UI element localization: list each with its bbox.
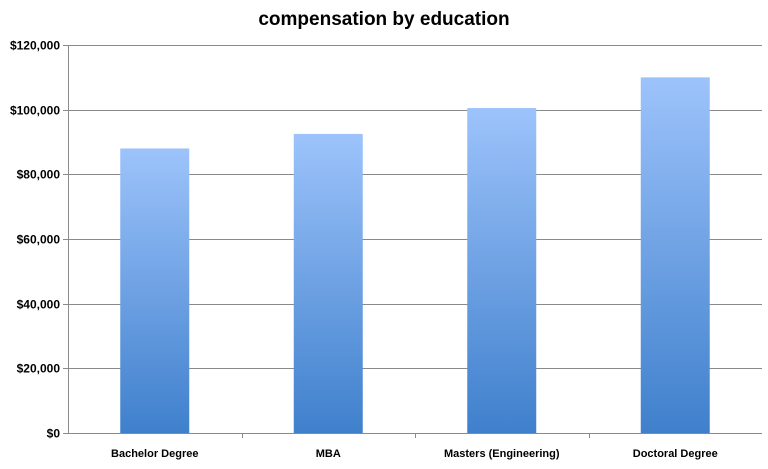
bar [293, 133, 363, 433]
y-tick-label: $100,000 [10, 104, 60, 118]
x-tick-label: Bachelor Degree [111, 448, 198, 460]
y-axis-ticks: $0 $20,000 $40,000 $60,000 $80,000 $100,000 $1… [10, 39, 60, 441]
x-tick-label: MBA [316, 448, 341, 460]
y-tick-label: $20,000 [17, 362, 61, 376]
x-tick-label: Doctoral Degree [633, 448, 718, 460]
y-tick-label: $120,000 [10, 39, 60, 53]
chart-title: compensation by education [258, 9, 509, 30]
bars [120, 77, 710, 434]
y-tick-label: $60,000 [17, 233, 61, 247]
x-axis-ticks: Bachelor Degree MBA Masters (Engineering) D… [111, 433, 718, 460]
bar [467, 108, 537, 434]
bar [640, 77, 710, 433]
y-tick-label: $40,000 [17, 298, 61, 312]
bar [120, 148, 190, 433]
y-tick-label: $80,000 [17, 168, 61, 182]
x-tick-label: Masters (Engineering) [444, 448, 560, 460]
y-tick-label: $0 [47, 427, 61, 441]
